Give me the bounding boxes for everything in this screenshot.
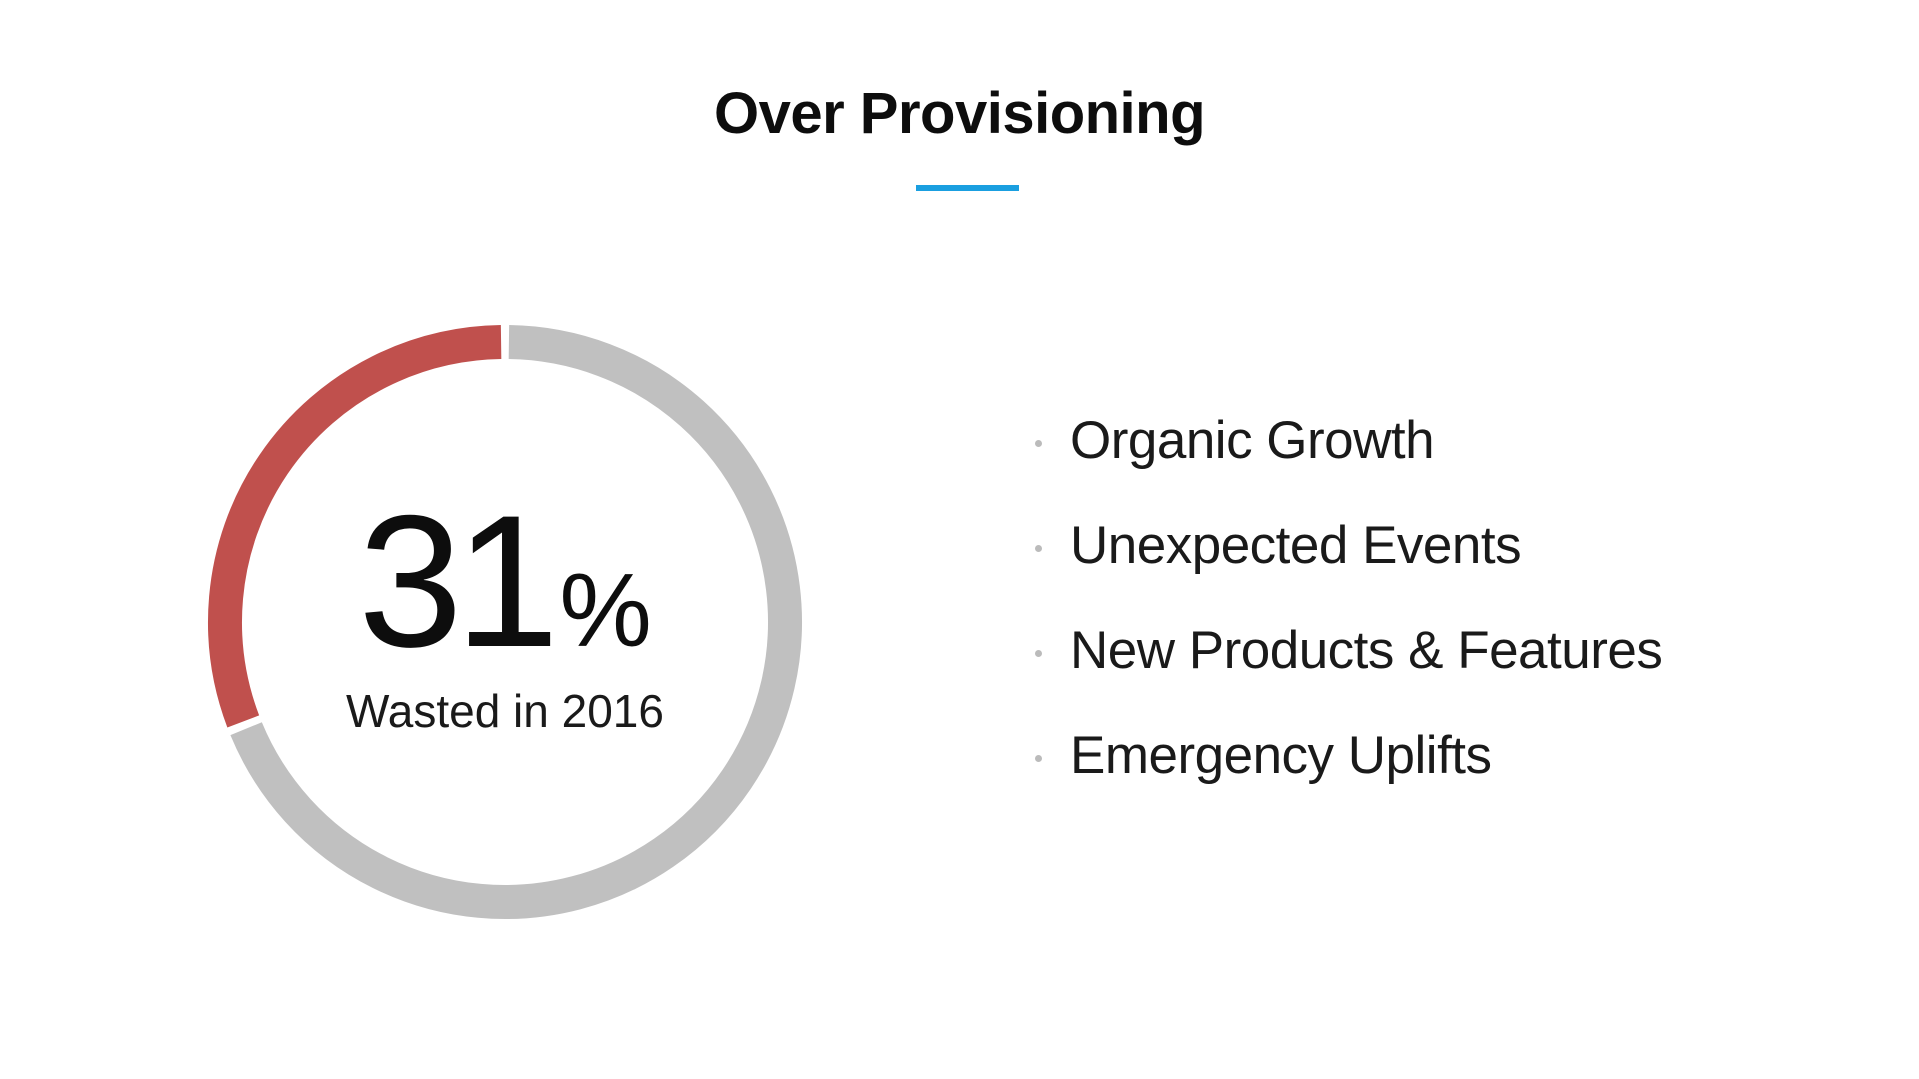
bullet-dot-icon (1035, 544, 1042, 552)
donut-center-value: 31% (205, 487, 805, 675)
bullet-item-unexpected-events: Unexpected Events (1035, 493, 1662, 598)
slide-title: Over Provisioning (713, 81, 1206, 146)
title-underline (916, 185, 1019, 191)
donut-highlight-arc (208, 325, 502, 728)
bullet-text: Organic Growth (1070, 411, 1435, 470)
bullet-list: Organic Growth Unexpected Events New Pro… (1035, 388, 1663, 808)
bullet-text: Unexpected Events (1070, 516, 1522, 575)
donut-ring (208, 325, 802, 919)
bullet-dot-icon (1035, 754, 1042, 762)
donut-chart: 31% Wasted in 2016 (205, 322, 805, 922)
percent-sign: % (559, 553, 652, 669)
donut-track-arc (230, 325, 802, 919)
bullet-text: Emergency Uplifts (1070, 726, 1492, 785)
bullet-item-emergency-uplifts: Emergency Uplifts (1035, 703, 1662, 808)
title-underline-bar (916, 185, 1019, 191)
bullet-item-new-products-features: New Products & Features (1035, 598, 1663, 703)
bullet-dot-icon (1035, 649, 1042, 657)
donut-caption: Wasted in 2016 (346, 685, 664, 737)
bullet-dot-icon (1035, 439, 1042, 447)
percent-number: 31 (358, 476, 559, 686)
bullet-item-organic-growth: Organic Growth (1035, 388, 1662, 493)
bullet-text: New Products & Features (1070, 621, 1663, 680)
